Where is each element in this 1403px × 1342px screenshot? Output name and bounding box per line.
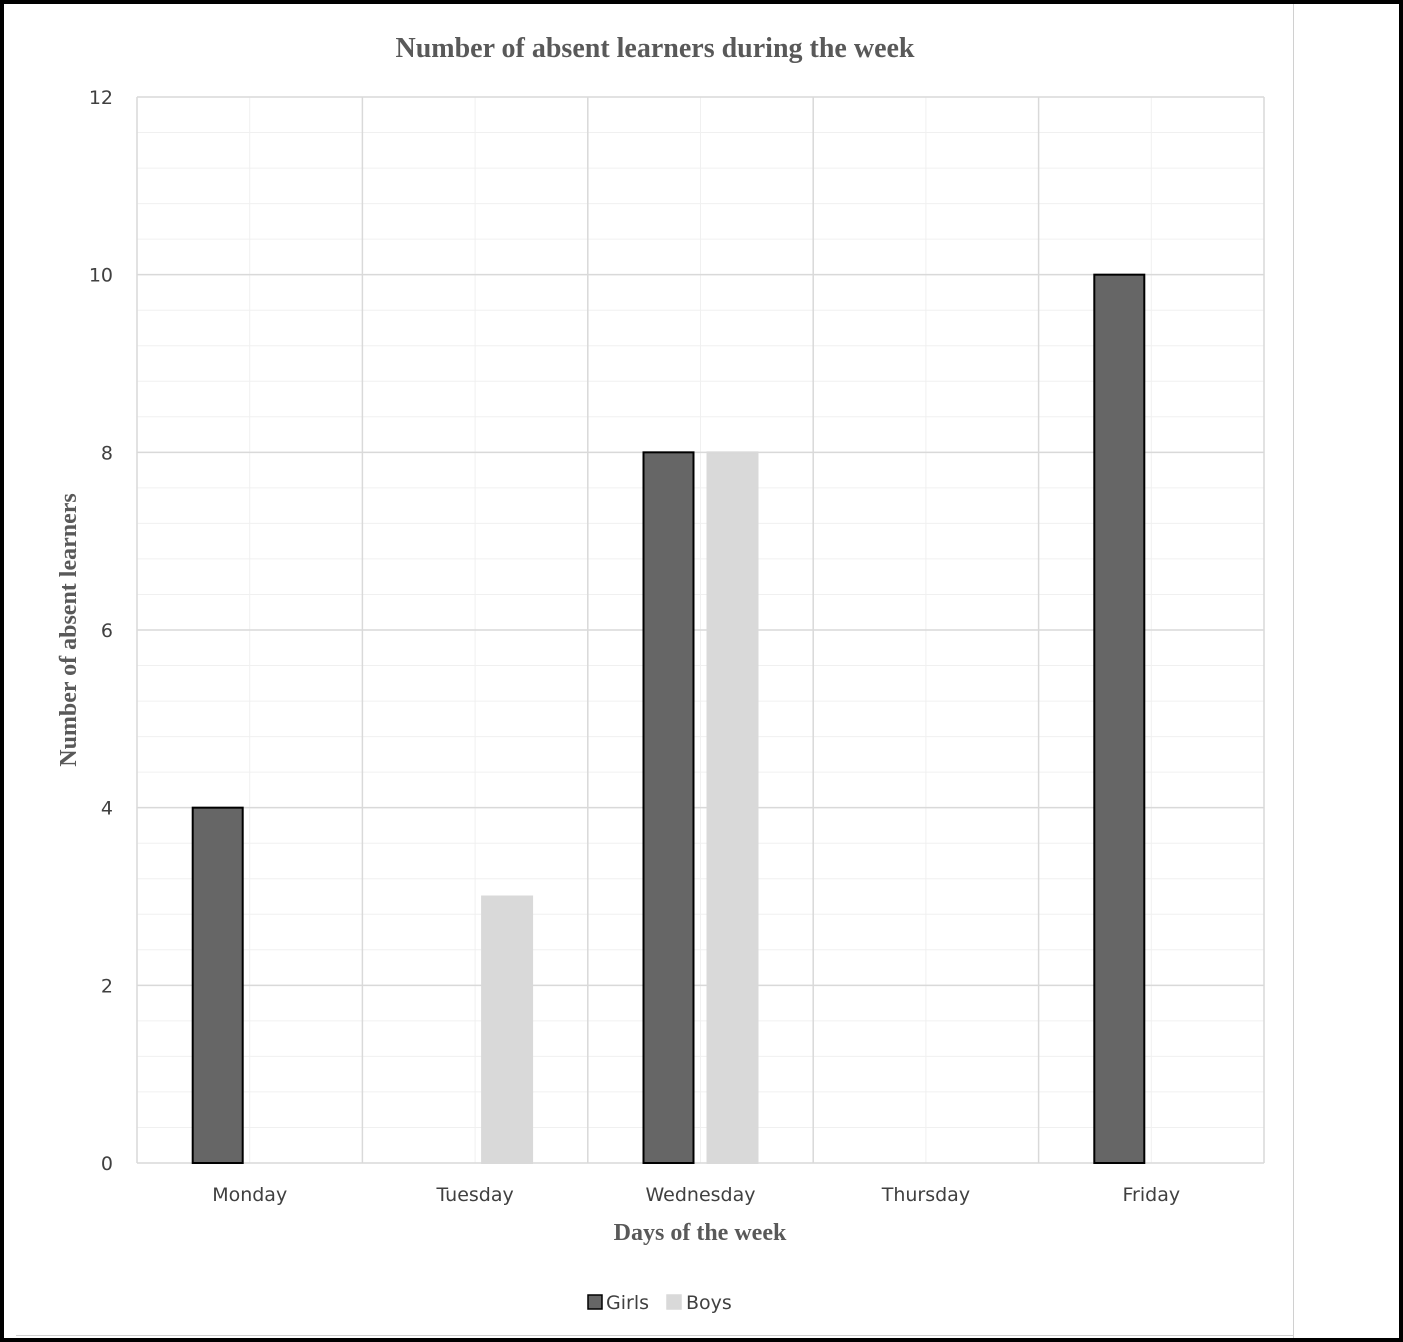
y-tick-label: 0: [101, 1153, 113, 1175]
bars-layer: [191, 273, 1146, 1165]
legend: Girls Boys: [587, 1292, 732, 1314]
y-tick-label: 8: [101, 442, 113, 464]
bar-girls-monday: [191, 806, 244, 1165]
legend-swatch-girls: [587, 1294, 603, 1310]
x-tick-label: Monday: [212, 1184, 287, 1206]
y-tick-label: 10: [89, 265, 113, 287]
x-axis-title: Days of the week: [614, 1220, 787, 1246]
grid-layer: [136, 96, 1265, 1164]
x-tick-label: Wednesday: [645, 1184, 755, 1206]
legend-label-boys: Boys: [686, 1292, 732, 1314]
y-tick-label: 12: [89, 87, 113, 109]
frame-divider: [1293, 4, 1294, 1338]
bar-boys-tuesday: [481, 895, 534, 1164]
y-tick-label: 4: [101, 798, 113, 820]
chart-title: Number of absent learners during the wee…: [395, 33, 914, 64]
ticks-layer: 0 2 4 6 8 10 12 Monday Tuesday Wednesday Thursday F…: [89, 87, 1180, 1206]
x-tick-label: Friday: [1123, 1184, 1181, 1206]
y-axis-title: Number of absent learners: [56, 493, 82, 767]
legend-label-girls: Girls: [606, 1292, 649, 1314]
y-tick-label: 6: [101, 620, 113, 642]
legend-swatch-boys: [666, 1294, 682, 1310]
x-tick-label: Tuesday: [435, 1184, 513, 1206]
x-tick-label: Thursday: [881, 1184, 970, 1206]
bar-girls-friday: [1093, 273, 1146, 1164]
bar-boys-wednesday: [706, 451, 759, 1165]
bar-girls-wednesday: [642, 451, 695, 1165]
frame-bottom-rule: [16, 1335, 1293, 1336]
y-tick-label: 2: [101, 975, 113, 997]
